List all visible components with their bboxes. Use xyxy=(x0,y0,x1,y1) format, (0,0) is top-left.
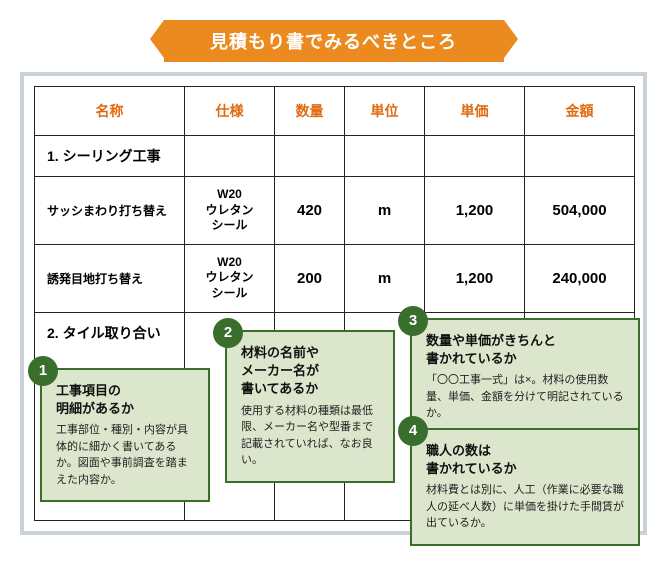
cell-name: 誘発目地打ち替え xyxy=(35,244,185,312)
col-qty: 数量 xyxy=(275,87,345,136)
callout-3: 3 数量や単価がきちんと書かれているか 「〇〇工事一式」は×。材料の使用数量、単… xyxy=(410,318,640,436)
title-banner: 見積もり書でみるべきところ xyxy=(164,20,504,62)
table-row: サッシまわり打ち替え W20ウレタンシール 420 m 1,200 504,00… xyxy=(35,177,635,245)
callout-body: 材料費とは別に、人工（作業に必要な職人の延べ人数）に単価を掛けた手間賃が出ている… xyxy=(426,482,626,532)
cell-unit: m xyxy=(345,244,425,312)
callout-1: 1 工事項目の明細があるか 工事部位・種別・内容が具体的に細かく書いてあるか。図… xyxy=(40,368,210,502)
cell-qty: 200 xyxy=(275,244,345,312)
callout-badge: 1 xyxy=(28,356,58,386)
col-spec: 仕様 xyxy=(185,87,275,136)
callout-title: 数量や単価がきちんと書かれているか xyxy=(426,332,626,368)
cell-amount: 240,000 xyxy=(525,244,635,312)
table-row: 誘発目地打ち替え W20ウレタンシール 200 m 1,200 240,000 xyxy=(35,244,635,312)
callout-body: 使用する材料の種類は最低限、メーカー名や型番まで記載されていれば、なお良い。 xyxy=(241,403,381,469)
callout-title: 材料の名前やメーカー名が書いてあるか xyxy=(241,344,381,399)
col-name: 名称 xyxy=(35,87,185,136)
callout-2: 2 材料の名前やメーカー名が書いてあるか 使用する材料の種類は最低限、メーカー名… xyxy=(225,330,395,483)
callout-title: 職人の数は書かれているか xyxy=(426,442,626,478)
callout-badge: 3 xyxy=(398,306,428,336)
cell-qty: 420 xyxy=(275,177,345,245)
callout-4: 4 職人の数は書かれているか 材料費とは別に、人工（作業に必要な職人の延べ人数）… xyxy=(410,428,640,546)
cell-unit: m xyxy=(345,177,425,245)
col-price: 単価 xyxy=(425,87,525,136)
cell-name: サッシまわり打ち替え xyxy=(35,177,185,245)
col-unit: 単位 xyxy=(345,87,425,136)
cell-amount: 504,000 xyxy=(525,177,635,245)
cell-spec: W20ウレタンシール xyxy=(185,177,275,245)
callout-badge: 4 xyxy=(398,416,428,446)
callout-body: 工事部位・種別・内容が具体的に細かく書いてあるか。図面や事前調査を踏まえた内容か… xyxy=(56,422,196,488)
cell-spec: W20ウレタンシール xyxy=(185,244,275,312)
section-row: 1. シーリング工事 xyxy=(35,136,635,177)
callout-badge: 2 xyxy=(213,318,243,348)
callout-body: 「〇〇工事一式」は×。材料の使用数量、単価、金額を分けて明記されているか。 xyxy=(426,372,626,422)
col-amount: 金額 xyxy=(525,87,635,136)
callout-title: 工事項目の明細があるか xyxy=(56,382,196,418)
cell-price: 1,200 xyxy=(425,244,525,312)
section-title: 1. シーリング工事 xyxy=(35,136,185,177)
cell-price: 1,200 xyxy=(425,177,525,245)
header-row: 名称 仕様 数量 単位 単価 金額 xyxy=(35,87,635,136)
